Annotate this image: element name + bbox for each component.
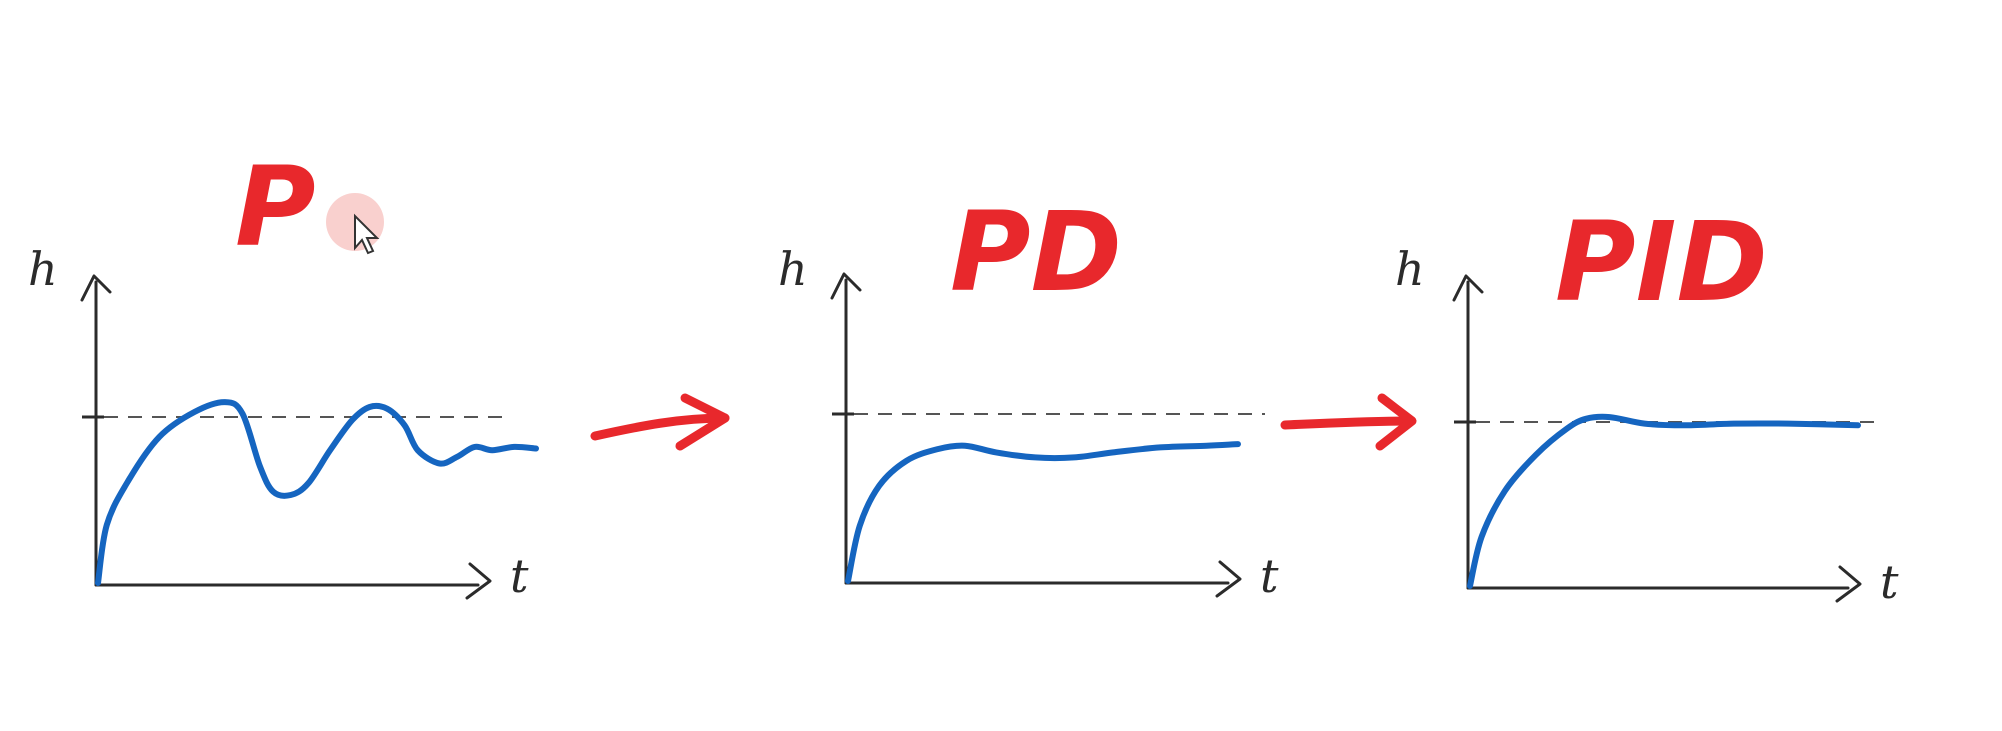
x-axis-label-pid: t: [1880, 555, 1899, 609]
y-axis-label-pid: h: [1395, 242, 1425, 296]
panel-pid: PID h t: [1395, 198, 1899, 609]
arrow-shaft-1: [590, 413, 730, 441]
arrow-shaft-2: [1280, 416, 1415, 430]
flow-arrow-1: [590, 393, 730, 451]
x-axis-arrowhead-pid: [1835, 565, 1862, 603]
y-axis-arrowhead-p: [80, 274, 112, 302]
arrow-head-2: [1375, 393, 1417, 451]
panel-title-p: P: [235, 143, 316, 271]
panel-pd: PD h t: [778, 188, 1279, 603]
panel-p: P h t: [28, 143, 539, 603]
response-curve-pd: [845, 441, 1241, 584]
flow-arrow-2: [1280, 393, 1417, 451]
response-curve-p: [95, 399, 539, 586]
y-axis-arrowhead-pid: [1452, 274, 1484, 302]
x-axis-label-p: t: [510, 549, 529, 603]
response-curve-pid: [1467, 413, 1861, 589]
x-axis-arrowhead-pd: [1215, 560, 1242, 598]
x-axis-arrowhead-p: [465, 562, 492, 600]
cursor-highlight: [326, 193, 384, 255]
x-axis-label-pd: t: [1260, 549, 1279, 603]
panel-title-pid: PID: [1555, 198, 1768, 326]
arrow-head-1: [675, 393, 730, 451]
y-axis-label-p: h: [28, 242, 58, 296]
mouse-pointer-icon: [354, 213, 380, 255]
y-axis-arrowhead-pd: [830, 272, 862, 300]
panel-title-pd: PD: [950, 188, 1122, 316]
y-axis-label-pd: h: [778, 242, 808, 296]
